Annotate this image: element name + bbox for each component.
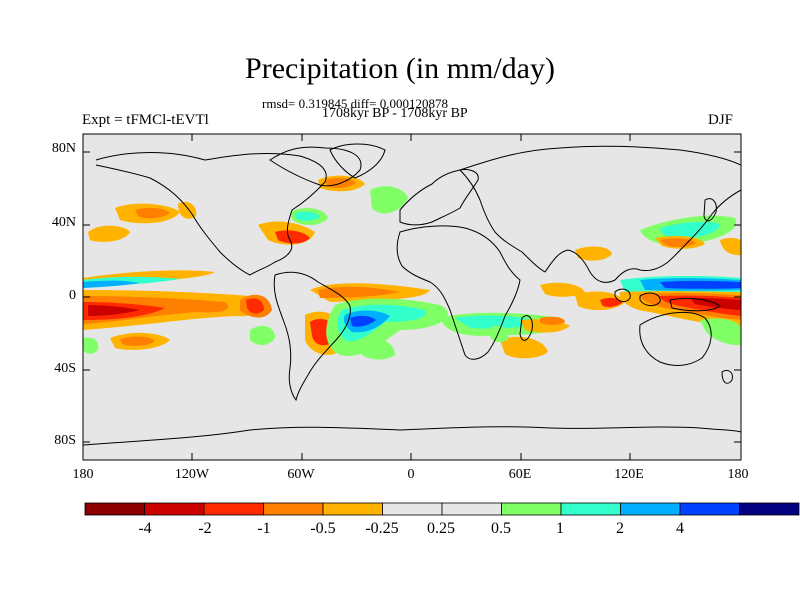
colorbar-label: 1 <box>556 520 564 537</box>
lat-label-40s: 40S <box>54 361 76 376</box>
lon-label-60w: 60W <box>287 467 315 482</box>
colorbar-swatch <box>144 502 205 516</box>
colorbar-label: 4 <box>676 520 684 537</box>
lat-label-80n: 80N <box>51 141 76 156</box>
lon-label-180w: 180 <box>72 467 94 482</box>
colorbar-swatch <box>441 502 502 516</box>
colorbar-swatch <box>84 502 145 516</box>
colorbar-swatch <box>501 502 562 516</box>
map-title: Precipitation (in mm/day) <box>245 52 555 85</box>
experiment-label: Expt = tFMCl-tEVTl <box>82 112 209 128</box>
stats-text: rmsd= 0.319845 diff= 0.000120878 <box>262 96 448 111</box>
lon-label-120w: 120W <box>174 467 210 482</box>
colorbar-swatch <box>620 502 681 516</box>
lat-label-40n: 40N <box>51 215 76 230</box>
lon-label-0: 0 <box>407 467 415 482</box>
colorbar-swatch <box>322 502 383 516</box>
lon-label-120e: 120E <box>614 467 644 482</box>
colorbar-label: -2 <box>198 520 212 537</box>
colorbar-label: 0.5 <box>491 520 511 537</box>
colorbar-swatch <box>203 502 264 516</box>
colorbar-label: -0.25 <box>365 520 399 537</box>
colorbar <box>84 502 800 516</box>
coastlines <box>83 143 741 446</box>
period-text: 1708kyr BP - 1708kyr BP <box>322 106 468 121</box>
lon-ticks <box>191 134 631 460</box>
colorbar-label: -0.5 <box>310 520 336 537</box>
colorbar-swatch <box>679 502 740 516</box>
colorbar-label: 2 <box>616 520 624 537</box>
lat-label-80s: 80S <box>54 433 76 448</box>
lon-label-180e: 180 <box>727 467 749 482</box>
colorbar-swatch <box>382 502 443 516</box>
lon-label-60e: 60E <box>508 467 532 482</box>
season-label: DJF <box>708 112 734 128</box>
colorbar-label: -1 <box>257 520 271 537</box>
colorbar-label: 0.25 <box>427 520 455 537</box>
lat-label-eq: 0 <box>69 288 76 303</box>
lat-ticks <box>83 151 741 443</box>
colorbar-label: -4 <box>138 520 152 537</box>
colorbar-swatch <box>739 502 800 516</box>
colorbar-swatch <box>560 502 621 516</box>
colorbar-swatch <box>263 502 324 516</box>
